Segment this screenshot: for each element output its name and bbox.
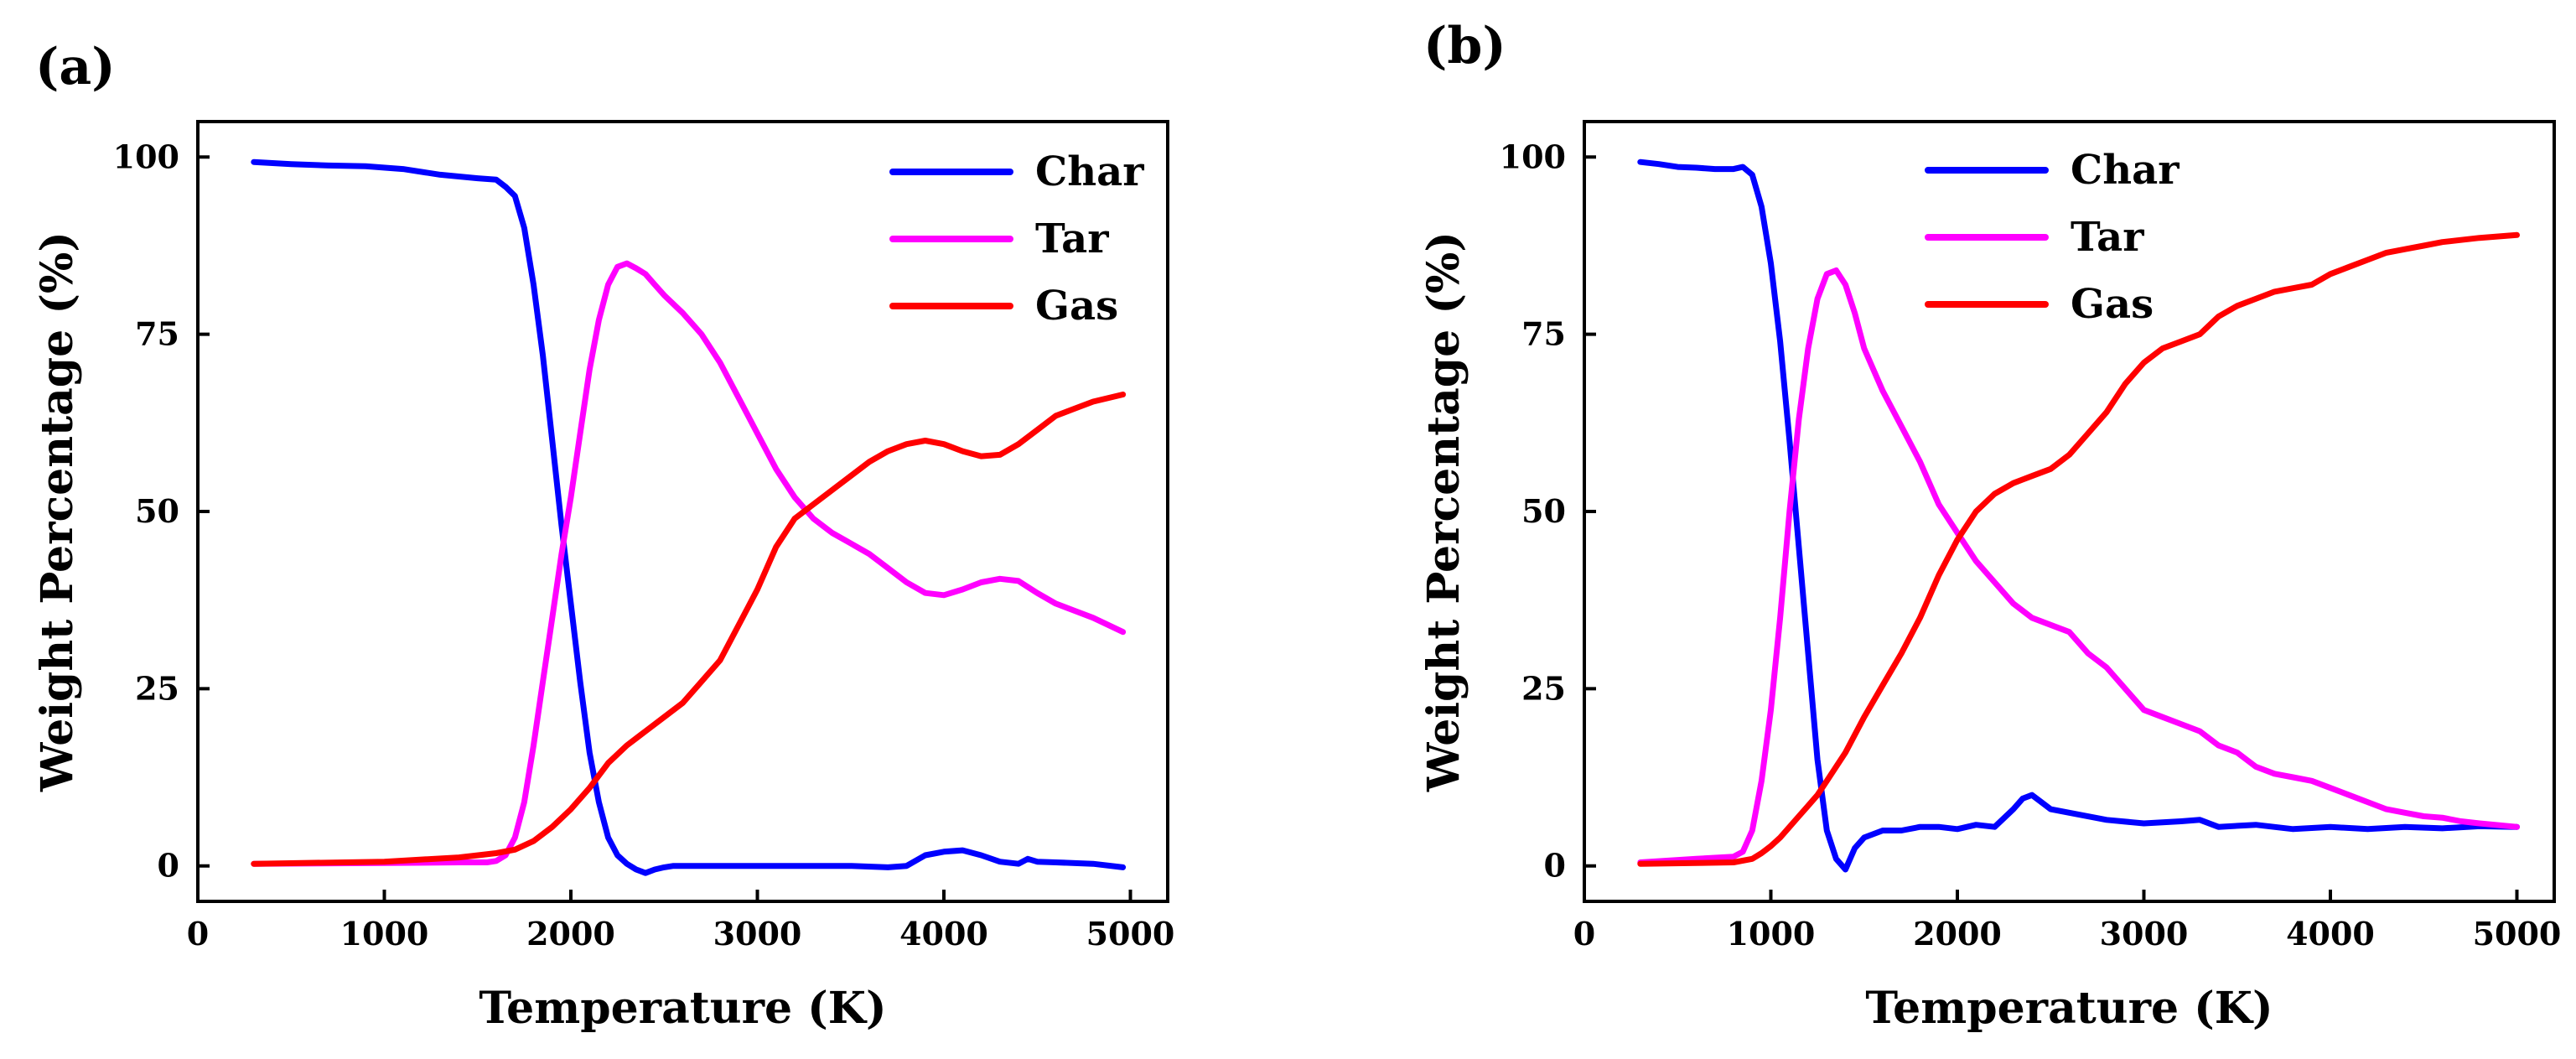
legend: Char Tar Gas [889,148,1144,330]
legend: Char Tar Gas [1925,147,2179,328]
legend-label-gas: Gas [1035,283,1118,330]
legend-label-tar: Tar [2071,214,2144,261]
x-tick-label: 0 [187,915,209,953]
x-tick-label: 2000 [526,915,615,953]
y-axis: 0 25 50 75 100 [1500,138,1596,885]
y-tick-label: 50 [1521,492,1566,530]
series-line-gas [1637,231,2520,867]
x-axis: 0 1000 2000 3000 4000 5000 [1573,890,2562,953]
y-tick-label: 25 [1521,669,1566,707]
series-line-tar [1637,267,2520,865]
series-line-tar [251,260,1127,867]
y-tick-label: 0 [1544,847,1566,885]
x-tick-label: 5000 [2473,915,2562,953]
x-tick-label: 1000 [340,915,429,953]
chart-panel-a: (a) 0 1000 2000 3000 4000 5000 0 25 50 75 100 Temper… [32,38,1174,1034]
series-line-char [1637,158,2520,873]
panel-label: (b) [1423,17,1506,75]
y-tick-label: 100 [113,138,179,175]
x-tick-label: 3000 [2100,915,2189,953]
y-tick-label: 50 [135,492,179,530]
legend-label-char: Char [2071,147,2179,194]
x-axis: 0 1000 2000 3000 4000 5000 [187,890,1175,953]
x-tick-label: 3000 [713,915,802,953]
series-line-char [251,158,1127,876]
y-tick-label: 25 [135,669,179,707]
series-line-gas [251,392,1127,867]
y-tick-label: 0 [158,847,179,885]
x-axis-title: Temperature (K) [479,983,886,1034]
plot-frame [196,120,1169,903]
y-tick-label: 100 [1500,138,1566,175]
plot-frame [1583,120,2556,903]
chart-panel-b: (b) 0 1000 2000 3000 4000 5000 0 25 50 75 100 Temper… [1418,17,2561,1034]
y-axis: 0 25 50 75 100 [113,138,210,885]
x-tick-label: 4000 [2286,915,2375,953]
x-tick-label: 4000 [899,915,988,953]
series-lines [251,158,1127,876]
y-axis-title: Weight Percentage (%) [32,231,83,792]
legend-label-tar: Tar [1035,215,1109,262]
y-tick-label: 75 [135,315,179,353]
panel-label: (a) [35,38,116,96]
x-tick-label: 5000 [1086,915,1175,953]
x-tick-label: 2000 [1913,915,2002,953]
series-lines [1637,158,2520,873]
y-tick-label: 75 [1521,315,1566,353]
x-tick-label: 1000 [1727,915,1816,953]
x-axis-title: Temperature (K) [1865,983,2273,1034]
x-tick-label: 0 [1573,915,1595,953]
legend-label-gas: Gas [2071,281,2154,328]
y-axis-title: Weight Percentage (%) [1418,231,1469,792]
legend-label-char: Char [1035,148,1144,195]
